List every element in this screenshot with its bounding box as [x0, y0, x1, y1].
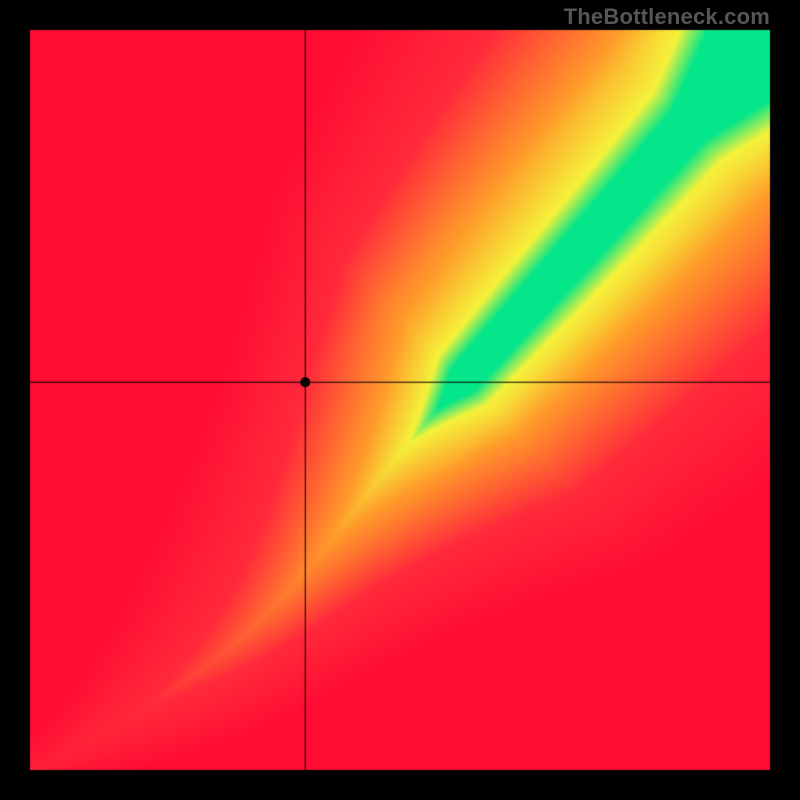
bottleneck-heatmap	[0, 0, 800, 800]
watermark-label: TheBottleneck.com	[564, 4, 770, 30]
chart-container: TheBottleneck.com	[0, 0, 800, 800]
